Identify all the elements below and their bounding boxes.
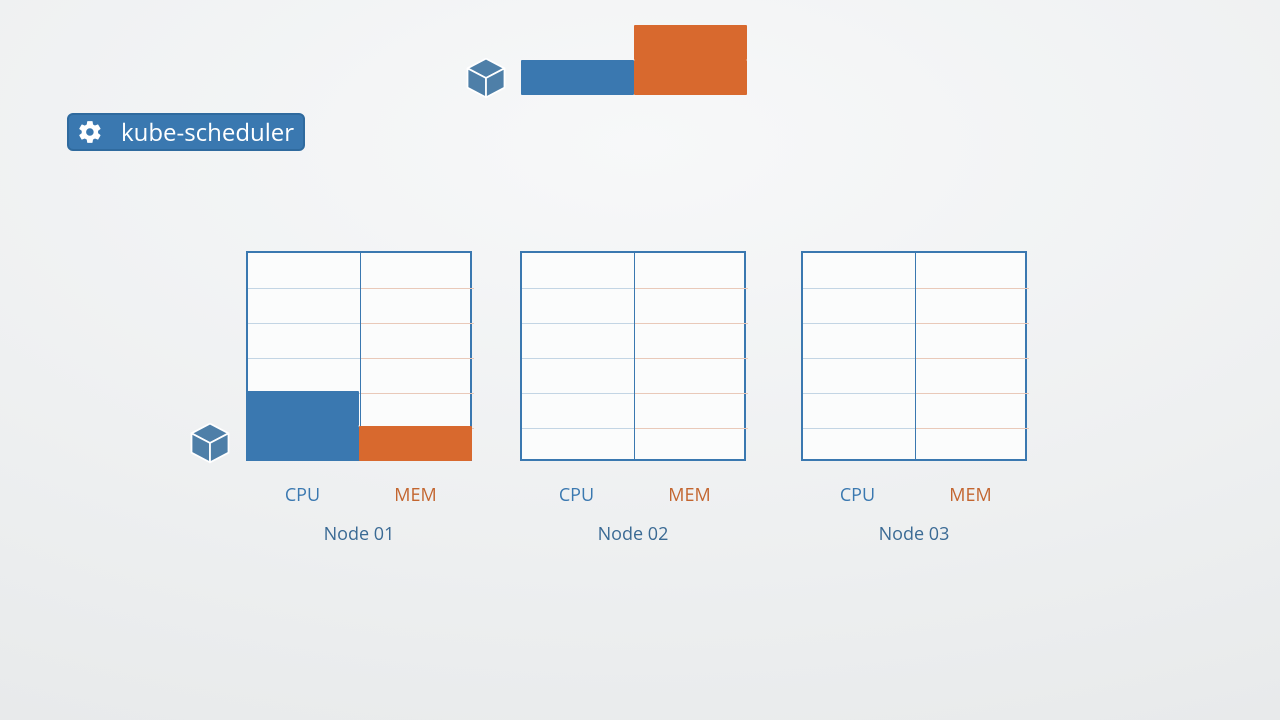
cpu-label: CPU: [801, 483, 914, 507]
node-mem-col: [916, 253, 1029, 459]
node-cpu-col: [803, 253, 916, 459]
mem-label: MEM: [914, 483, 1027, 507]
node-3: CPUMEM Node 03: [0, 0, 1280, 720]
node-box: [801, 251, 1027, 461]
node-name: Node 03: [801, 522, 1027, 546]
